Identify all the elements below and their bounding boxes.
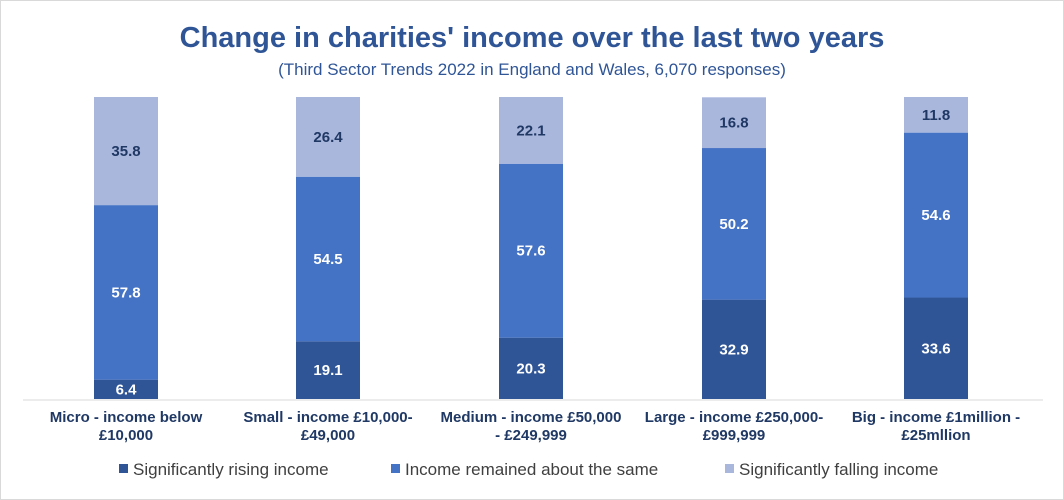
data-label: 16.8 (719, 115, 748, 132)
category-label: Medium - income £50,000 (441, 409, 622, 426)
data-label: 19.1 (313, 362, 342, 379)
data-label: 54.5 (313, 251, 342, 268)
bar-segment (499, 337, 563, 399)
bar-segment (94, 97, 158, 206)
data-label: 57.8 (111, 284, 140, 301)
chart-subtitle: (Third Sector Trends 2022 in England and… (278, 60, 786, 79)
data-label: 20.3 (516, 360, 545, 377)
bar-segment (94, 379, 158, 399)
data-label: 54.6 (921, 207, 950, 224)
category-labels: Micro - income below£10,000 Small - incom… (50, 409, 1020, 444)
data-label: 57.6 (516, 243, 545, 260)
data-label: 11.8 (922, 107, 950, 124)
bar-segment (499, 97, 563, 164)
data-label: 6.4 (116, 381, 138, 398)
bar-segment (904, 297, 968, 399)
bar-segment (904, 97, 968, 133)
legend-label: Significantly falling income (739, 460, 938, 479)
data-label: 33.6 (921, 340, 950, 357)
bar-segment (296, 97, 360, 177)
legend-swatch (391, 464, 400, 473)
category-label: £49,000 (301, 427, 355, 444)
bar-segment (296, 176, 360, 342)
category-label: £25mllion (901, 427, 970, 444)
data-label: 32.9 (719, 341, 748, 358)
bar-segment (94, 205, 158, 380)
data-label: 26.4 (313, 129, 343, 146)
data-label: 50.2 (719, 216, 748, 233)
legend-label: Significantly rising income (133, 460, 329, 479)
bar-segment (499, 163, 563, 338)
category-label: - £249,999 (495, 427, 567, 444)
bar-segment (702, 97, 766, 149)
legend-swatch (119, 464, 128, 473)
category-label: Small - income £10,000- (243, 409, 412, 426)
bars-group: 6.4 57.8 35.8 19.1 54.5 26.4 20.3 57.6 22.1 32.9 5… (94, 97, 968, 399)
bar-segment (702, 148, 766, 300)
legend: Significantly rising income Income remain… (119, 460, 938, 479)
category-label: £10,000 (99, 427, 153, 444)
legend-swatch (725, 464, 734, 473)
data-label: 35.8 (111, 143, 140, 160)
bar-segment (904, 132, 968, 298)
data-label: 22.1 (516, 122, 545, 139)
category-label: £999,999 (703, 427, 766, 444)
legend-label: Income remained about the same (405, 460, 658, 479)
category-label: Large - income £250,000- (645, 409, 823, 426)
category-label: Big - income £1million - (852, 409, 1020, 426)
bar-segment (702, 299, 766, 399)
chart-title: Change in charities' income over the las… (180, 22, 885, 54)
bar-segment (296, 341, 360, 399)
category-label: Micro - income below (50, 409, 203, 426)
